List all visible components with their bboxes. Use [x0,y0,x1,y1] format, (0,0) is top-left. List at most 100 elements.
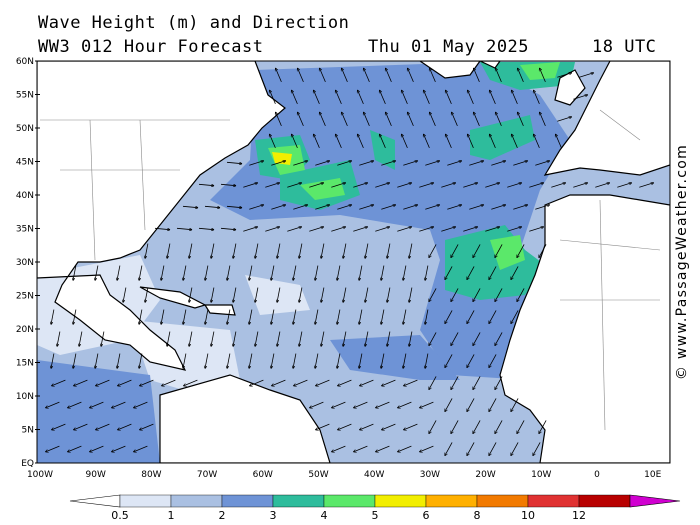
wave-arrow [299,331,303,347]
wave-arrow [309,227,323,232]
wave-arrow [227,265,231,281]
wave-arrow [277,287,281,303]
wave-arrow [573,183,587,188]
wave-arrow [404,379,418,386]
wave-arrow [364,68,370,83]
wave-arrow [298,68,304,83]
wave-arrow [233,331,237,347]
wave-arrow [540,68,546,83]
greenland-landmass [418,61,481,79]
wave-arrow [277,331,281,347]
wave-arrow [343,243,347,259]
wave-arrow [489,310,497,323]
wave-arrow [46,445,60,452]
wave-arrow [511,266,519,279]
wave-arrow [73,309,77,325]
wave-arrow [271,161,285,166]
latitude-label: 20N [16,325,34,335]
wave-arrow [380,134,386,149]
wave-arrow [420,445,434,452]
wave-arrow [512,90,518,105]
wave-arrow [496,112,502,127]
wave-arrow [419,227,433,232]
colorbar-swatch [119,494,172,508]
wave-arrow [52,379,66,386]
colorbar-tick-label: 1 [168,509,175,522]
wave-arrow [381,353,385,369]
wave-arrow [189,243,193,259]
political-borders [40,109,661,431]
wave-arrow [469,161,483,166]
wave-arrow [473,376,481,389]
wave-arrow [271,309,275,325]
wave-arrow [360,423,374,430]
wave-arrow [507,227,521,232]
longitude-label: 10W [531,470,551,480]
wave-arrow [365,287,369,303]
wave-arrow [430,112,436,127]
wave-arrow [249,265,253,281]
wave-arrow [452,112,458,127]
wave-arrow [112,445,126,452]
wave-arrow [57,331,61,347]
wave-arrow [398,401,412,408]
wave-arrow [518,112,524,127]
wave-arrow [534,134,540,149]
wave-arrow [419,183,433,188]
wave-arrow [380,90,386,105]
wave-arrow [309,183,323,188]
wave-arrow [513,161,527,166]
wave-arrow [491,161,505,166]
wave-arrow [294,379,308,386]
wave-arrow [293,353,297,369]
wave-arrow [249,353,253,369]
wave-arrow [265,183,279,188]
wave-arrow [473,244,481,257]
wave-arrow [112,401,126,408]
wave-arrow [474,68,480,83]
wave-arrow [375,183,389,188]
wave-arrow [162,379,176,386]
wave-arrow [314,134,320,149]
wave-arrow [425,161,439,166]
wave-arrow [485,183,499,188]
wave-arrow [336,90,342,105]
wave-arrow [364,112,370,127]
wave-arrow [491,205,505,210]
longitude-axis: 100W 90W 80W 70W 60W 50W 40W 30W 20W 10W 0 10E [27,470,662,480]
wave-arrow [425,309,429,325]
land-layer [37,61,670,463]
wave-arrow [595,183,609,188]
wave-arrow [353,183,367,188]
wave-5-6m-zone [272,152,292,165]
wave-arrow [359,265,363,281]
wave-arrow [315,265,319,281]
wave-arrow [249,309,253,325]
wave-arrow [182,206,198,207]
latitude-label: 45N [16,158,34,168]
wave-arrow [557,73,571,78]
wave-arrow [533,442,541,455]
wave-arrow [299,287,303,303]
colorbar-tick-label: 3 [270,509,277,522]
wave-arrow [445,354,453,367]
wave-arrow [382,423,396,430]
colorbar-tick-label: 6 [423,509,430,522]
wave-arrow [469,205,483,210]
wave-arrow [358,134,364,149]
colorbar-swatch [272,494,325,508]
wave-arrow [617,183,631,188]
wave-arrow [118,423,132,430]
wave-arrow [205,309,209,325]
longitude-label: 50W [308,470,328,480]
wave-arrow [287,227,301,232]
wave-arrow [68,445,82,452]
wave-arrow [184,379,198,386]
wave-arrow [276,112,282,127]
wave-arrow [249,205,263,210]
wave-arrow [139,353,143,369]
wave-arrow [315,353,319,369]
wave-arrow [233,243,237,259]
wave-arrow [314,90,320,105]
wave-arrow [403,353,407,369]
